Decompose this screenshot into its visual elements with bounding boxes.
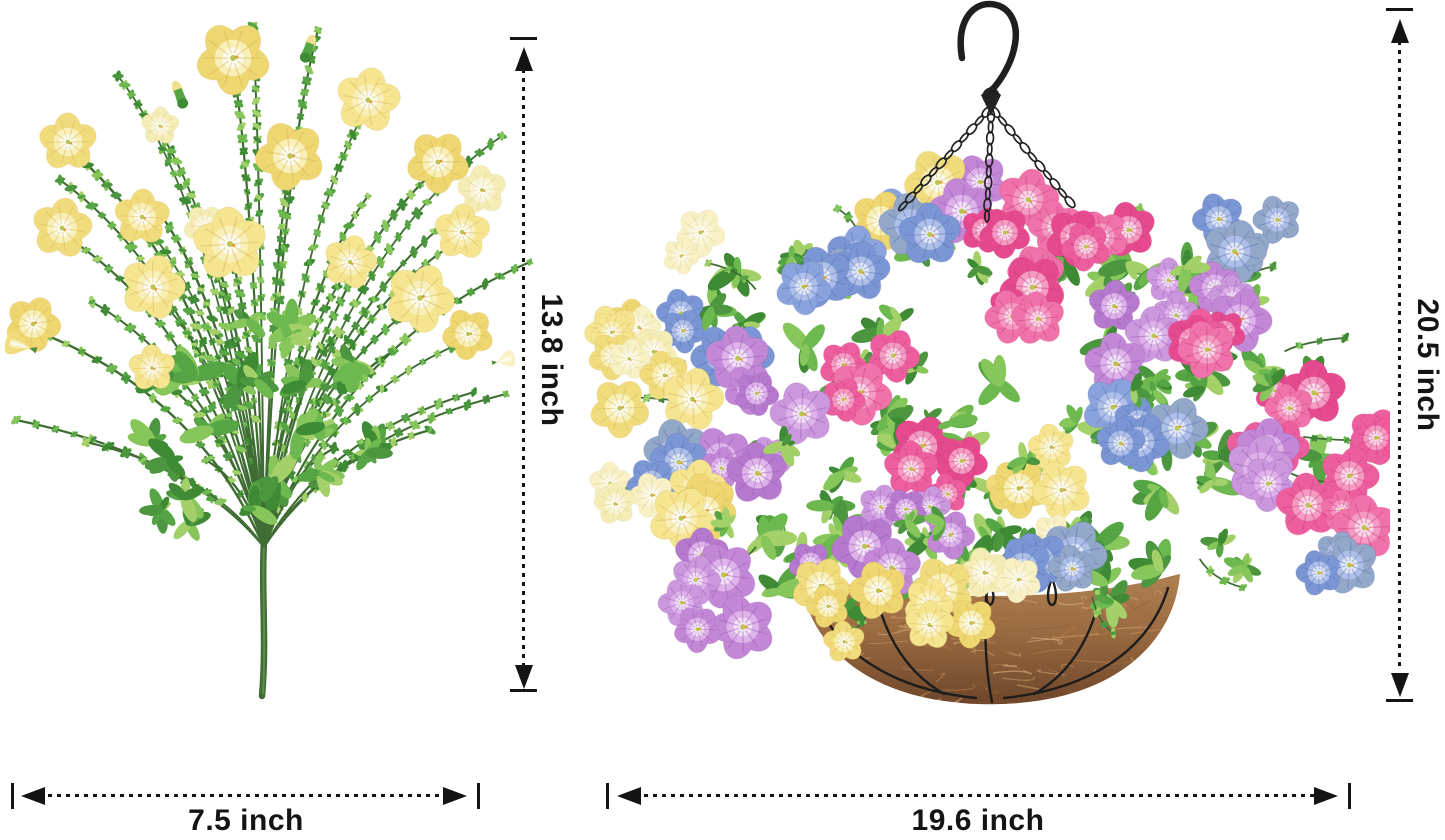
dotted-line-vertical: [522, 60, 525, 672]
tick-right: [477, 783, 480, 809]
bouquet-foliage: [127, 298, 393, 541]
arrow-up-icon: [515, 47, 533, 71]
basket-image: [584, 0, 1390, 705]
arrow-left-icon: [21, 787, 45, 805]
bouquet-height-label: 13.8 inch: [535, 293, 568, 427]
basket-height-label: 20.5 inch: [1411, 298, 1444, 432]
bouquet-flowers: [4, 24, 516, 390]
bouquet-stems: [11, 21, 534, 700]
tick-left: [11, 783, 14, 809]
arrow-right-icon: [1314, 787, 1338, 805]
tick-bottom: [510, 689, 537, 692]
dotted-line-horizontal: [48, 794, 446, 797]
arrow-left-icon: [617, 787, 641, 805]
arrow-down-icon: [515, 665, 533, 689]
dotted-line-vertical: [1398, 32, 1401, 670]
tick-top: [510, 37, 537, 40]
arrow-down-icon: [1391, 673, 1409, 697]
tick-top: [1386, 8, 1413, 11]
basket-chain: [897, 86, 1076, 223]
bouquet-image: [4, 21, 534, 700]
arrow-right-icon: [443, 787, 467, 805]
basket-width-label: 19.6 inch: [911, 804, 1045, 837]
tick-left: [606, 783, 609, 809]
tick-bottom: [1386, 699, 1413, 702]
basket-flowers: [584, 150, 1390, 662]
arrow-up-icon: [1391, 19, 1409, 43]
hanging-hook: [957, 0, 1020, 94]
dotted-line-horizontal: [644, 794, 1322, 797]
bouquet-width-label: 7.5 inch: [188, 804, 304, 837]
tick-right: [1348, 783, 1351, 809]
